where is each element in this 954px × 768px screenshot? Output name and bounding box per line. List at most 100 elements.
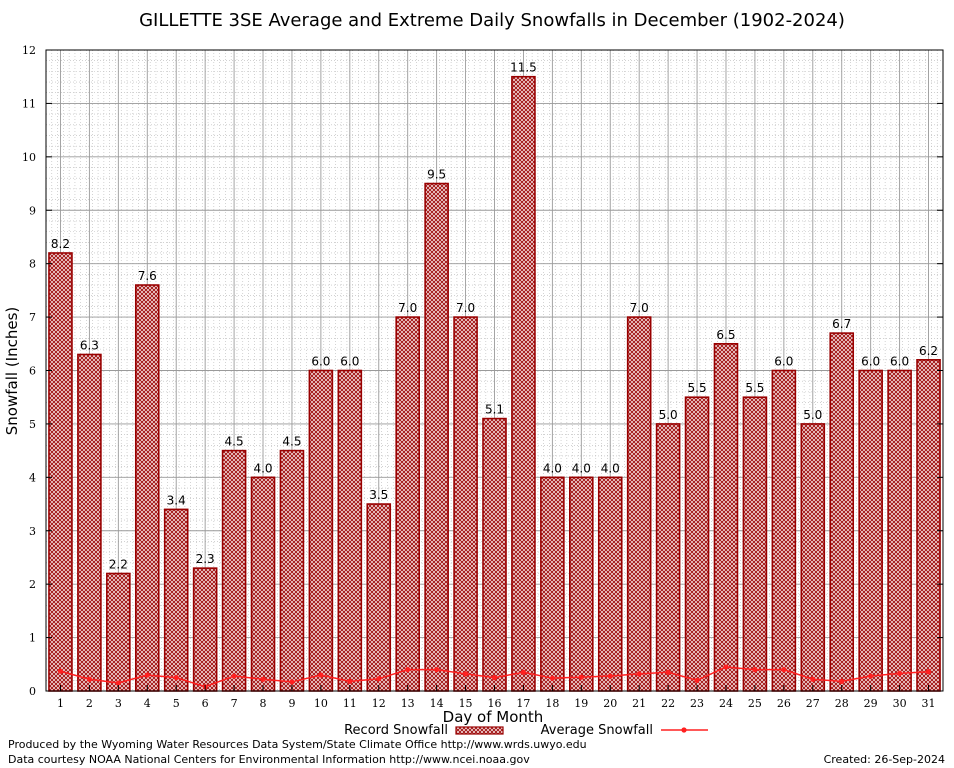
bar-label-day-2: 6.3 xyxy=(80,338,99,352)
bar-label-day-15: 7.0 xyxy=(456,301,475,315)
x-tick-label-14: 14 xyxy=(430,697,444,710)
x-tick-label-18: 18 xyxy=(545,697,559,710)
plot-frame xyxy=(45,49,944,692)
bar-label-day-4: 7.6 xyxy=(138,269,157,283)
bar-day-10 xyxy=(308,369,334,692)
average-point-day-29 xyxy=(868,673,874,679)
bar-label-day-6: 2.3 xyxy=(196,552,215,566)
x-tick-label-11: 11 xyxy=(343,697,357,710)
bar-day-7 xyxy=(221,449,247,692)
bar-day-26 xyxy=(771,369,797,692)
bar-day-29 xyxy=(858,369,883,692)
y-tick-label-1: 1 xyxy=(29,632,36,645)
chart-title: GILLETTE 3SE Average and Extreme Daily S… xyxy=(139,10,845,31)
bar-label-day-28: 6.7 xyxy=(832,317,851,331)
x-tick-label-30: 30 xyxy=(893,697,907,710)
x-tick-label-2: 2 xyxy=(86,697,93,710)
bar-day-14 xyxy=(424,182,449,692)
average-point-day-16 xyxy=(491,675,498,681)
legend-label-average: Average Snowfall xyxy=(541,723,653,738)
x-tick-label-7: 7 xyxy=(231,697,238,710)
bar-label-day-10: 6.0 xyxy=(311,355,330,369)
average-point-day-8 xyxy=(260,676,266,682)
average-point-day-26 xyxy=(781,667,787,673)
bar-day-17 xyxy=(511,75,536,692)
average-point-day-18 xyxy=(549,675,555,681)
x-tick-label-6: 6 xyxy=(202,697,209,710)
bar-label-day-14: 9.5 xyxy=(427,168,446,182)
average-point-day-3 xyxy=(115,680,121,686)
average-point-day-21 xyxy=(636,671,642,677)
bar-label-day-25: 5.5 xyxy=(745,381,764,395)
x-tick-label-29: 29 xyxy=(864,697,878,710)
y-tick-label-9: 9 xyxy=(29,204,36,217)
x-tick-label-12: 12 xyxy=(372,697,386,710)
legend-swatch-record xyxy=(455,726,504,735)
bar-day-25 xyxy=(742,396,768,692)
average-point-day-22 xyxy=(665,669,671,675)
bar-label-day-27: 5.0 xyxy=(803,408,822,422)
legend: Record Snowfall Average Snowfall xyxy=(344,723,708,738)
bar-day-31 xyxy=(916,359,941,692)
average-point-day-25 xyxy=(752,667,758,673)
x-tick-label-31: 31 xyxy=(922,697,936,710)
average-point-day-30 xyxy=(896,670,903,676)
bar-label-day-21: 7.0 xyxy=(630,301,649,315)
y-tick-label-12: 12 xyxy=(22,44,36,57)
x-tick-label-24: 24 xyxy=(719,697,733,710)
average-point-day-7 xyxy=(231,673,237,679)
bar-day-15 xyxy=(453,316,478,692)
x-tick-label-3: 3 xyxy=(115,697,122,710)
bar-day-19 xyxy=(569,476,594,692)
y-tick-label-0: 0 xyxy=(29,685,36,698)
x-tick-label-10: 10 xyxy=(314,697,328,710)
x-tick-label-28: 28 xyxy=(835,697,849,710)
x-tick-label-22: 22 xyxy=(661,697,675,710)
bar-day-18 xyxy=(540,476,565,692)
bar-label-day-29: 6.0 xyxy=(861,355,880,369)
bar-day-20 xyxy=(597,476,623,692)
bar-label-day-12: 3.5 xyxy=(369,488,388,502)
bar-label-day-24: 6.5 xyxy=(716,328,735,342)
bar-day-22 xyxy=(655,423,681,692)
bar-day-12 xyxy=(366,503,392,692)
y-tick-label-10: 10 xyxy=(22,151,36,164)
y-tick-label-5: 5 xyxy=(29,418,36,431)
credit-line-2: Data courtesy NOAA National Centers for … xyxy=(8,753,530,766)
bar-label-day-19: 4.0 xyxy=(572,461,591,475)
bar-label-day-23: 5.5 xyxy=(688,381,707,395)
y-axis-label: Snowfall (Inches) xyxy=(3,307,21,435)
bar-day-6 xyxy=(192,567,218,692)
x-tick-label-9: 9 xyxy=(288,697,295,710)
average-point-day-9 xyxy=(289,679,295,685)
average-point-day-13 xyxy=(405,667,411,673)
average-point-day-12 xyxy=(376,676,382,682)
bar-day-2 xyxy=(77,353,102,692)
average-point-day-4 xyxy=(144,672,150,678)
legend-label-record: Record Snowfall xyxy=(344,723,448,738)
x-tick-label-21: 21 xyxy=(632,697,646,710)
y-tick-label-2: 2 xyxy=(29,578,36,591)
created-date: Created: 26-Sep-2024 xyxy=(823,753,945,766)
bar-day-8 xyxy=(250,476,276,692)
bar-day-16 xyxy=(482,417,507,692)
x-tick-label-1: 1 xyxy=(57,697,64,710)
average-point-day-27 xyxy=(810,676,816,682)
bar-day-13 xyxy=(395,316,420,692)
average-point-day-28 xyxy=(839,678,845,684)
average-point-day-17 xyxy=(520,669,527,675)
x-tick-label-16: 16 xyxy=(488,697,502,710)
x-tick-label-25: 25 xyxy=(748,697,762,710)
bar-day-23 xyxy=(684,396,710,692)
bar-day-30 xyxy=(887,369,912,692)
x-tick-label-13: 13 xyxy=(401,697,415,710)
bar-label-day-8: 4.0 xyxy=(253,461,272,475)
bar-label-day-1: 8.2 xyxy=(51,237,70,251)
bar-label-day-17: 11.5 xyxy=(510,61,537,75)
bar-label-day-11: 6.0 xyxy=(340,355,359,369)
x-tick-label-19: 19 xyxy=(574,697,588,710)
legend-marker-average xyxy=(681,727,687,733)
bar-label-day-16: 5.1 xyxy=(485,403,504,417)
average-point-day-24 xyxy=(723,664,729,670)
